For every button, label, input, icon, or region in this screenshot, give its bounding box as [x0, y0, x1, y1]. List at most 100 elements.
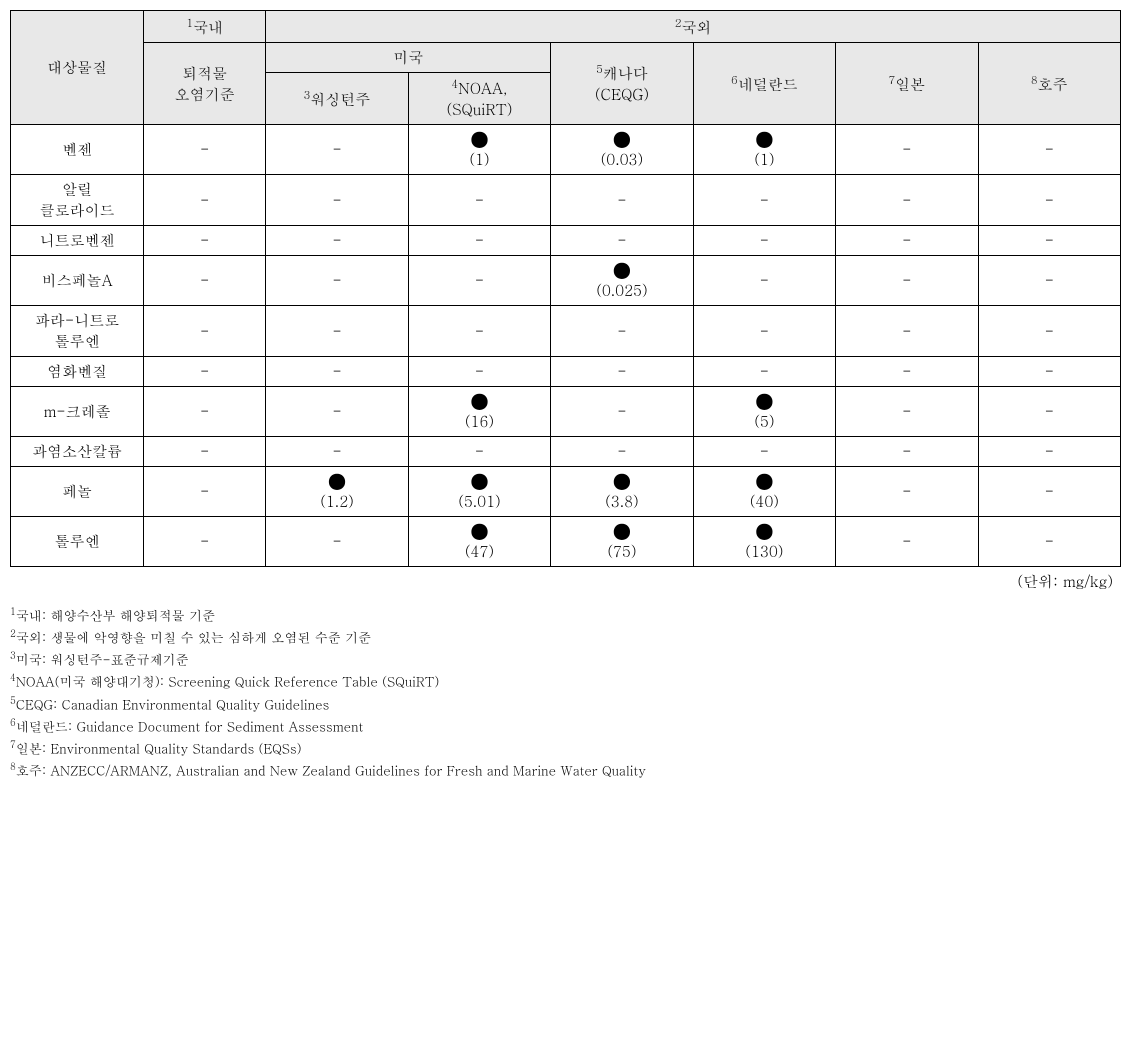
cell-value: (1.2) [268, 491, 405, 512]
table-row: 비스페놀A---●(0.025)--- [11, 256, 1121, 306]
table-cell: - [144, 306, 266, 357]
table-row: 과염소산칼륨------- [11, 437, 1121, 467]
table-cell: - [144, 226, 266, 256]
row-substance-name: 과염소산칼륨 [11, 437, 144, 467]
table-cell: - [551, 175, 693, 226]
sediment-standards-table: 대상물질 1국내 2국외 퇴적물 오염기준 미국 5캐나다 (CEQG) 6네덜… [10, 10, 1121, 567]
footnote-line: 7일본: Environmental Quality Standards (EQ… [10, 737, 1121, 759]
table-cell: - [551, 387, 693, 437]
header-japan: 7일본 [836, 43, 978, 125]
table-row: 톨루엔--●(47)●(75)●(130)-- [11, 517, 1121, 567]
presence-dot-icon: ● [411, 471, 548, 491]
footnote-text: 국내: 해양수산부 해양퇴적물 기준 [16, 605, 215, 624]
table-cell: - [266, 256, 408, 306]
table-cell: - [836, 357, 978, 387]
table-header: 대상물질 1국내 2국외 퇴적물 오염기준 미국 5캐나다 (CEQG) 6네덜… [11, 11, 1121, 125]
header-noaa-line2: (SQuiRT) [447, 99, 513, 120]
table-cell: - [408, 306, 550, 357]
table-cell: - [551, 306, 693, 357]
table-cell: - [836, 306, 978, 357]
table-cell: - [144, 125, 266, 175]
presence-dot-icon: ● [696, 129, 833, 149]
header-foreign: 2국외 [266, 11, 1121, 43]
footnote-line: 8호주: ANZECC/ARMANZ, Australian and New Z… [10, 759, 1121, 781]
table-body: 벤젠--●(1)●(0.03)●(1)--알릴클로라이드-------니트로벤젠… [11, 125, 1121, 567]
table-cell: - [978, 517, 1120, 567]
presence-dot-icon: ● [553, 471, 690, 491]
cell-value: (40) [696, 491, 833, 512]
table-cell: - [693, 175, 835, 226]
table-cell: - [836, 467, 978, 517]
header-noaa: 4NOAA, (SQuiRT) [408, 73, 550, 125]
table-cell: ●(3.8) [551, 467, 693, 517]
table-cell: - [836, 175, 978, 226]
table-cell: - [408, 226, 550, 256]
footnote-text: 네덜란드: Guidance Document for Sediment Ass… [16, 716, 363, 735]
table-cell: - [551, 357, 693, 387]
table-cell: - [144, 437, 266, 467]
footnote-line: 3미국: 워싱턴주-표준규제기준 [10, 648, 1121, 670]
cell-value: (1) [411, 149, 548, 170]
presence-dot-icon: ● [553, 521, 690, 541]
header-canada: 5캐나다 (CEQG) [551, 43, 693, 125]
table-cell: - [693, 357, 835, 387]
row-substance-name: 염화벤질 [11, 357, 144, 387]
table-cell: - [144, 467, 266, 517]
header-netherlands: 6네덜란드 [693, 43, 835, 125]
table-cell: ●(40) [693, 467, 835, 517]
presence-dot-icon: ● [553, 129, 690, 149]
table-cell: - [693, 256, 835, 306]
table-cell: - [978, 175, 1120, 226]
row-substance-name: 비스페놀A [11, 256, 144, 306]
footnote-line: 1국내: 해양수산부 해양퇴적물 기준 [10, 604, 1121, 626]
cell-value: (5) [696, 411, 833, 432]
table-cell: - [144, 256, 266, 306]
presence-dot-icon: ● [696, 391, 833, 411]
table-row: 페놀-●(1.2)●(5.01)●(3.8)●(40)-- [11, 467, 1121, 517]
table-cell: - [978, 306, 1120, 357]
table-cell: - [266, 175, 408, 226]
header-noaa-line1: NOAA, [458, 78, 507, 99]
header-domestic-sub-line2: 오염기준 [175, 84, 235, 105]
presence-dot-icon: ● [553, 260, 690, 280]
cell-value: (130) [696, 541, 833, 562]
footnote-text: 일본: Environmental Quality Standards (EQS… [16, 738, 302, 757]
table-cell: - [978, 256, 1120, 306]
table-cell: - [266, 125, 408, 175]
row-substance-name: 페놀 [11, 467, 144, 517]
table-cell: - [266, 437, 408, 467]
table-cell: - [836, 437, 978, 467]
table-cell: - [144, 517, 266, 567]
table-cell: - [144, 357, 266, 387]
presence-dot-icon: ● [411, 391, 548, 411]
row-substance-name: m-크레졸 [11, 387, 144, 437]
table-cell: - [144, 175, 266, 226]
table-cell: ●(5.01) [408, 467, 550, 517]
table-row: 염화벤질------- [11, 357, 1121, 387]
table-cell: ●(16) [408, 387, 550, 437]
table-row: 벤젠--●(1)●(0.03)●(1)-- [11, 125, 1121, 175]
table-cell: - [978, 226, 1120, 256]
table-cell: - [978, 125, 1120, 175]
table-cell: - [266, 226, 408, 256]
header-domestic: 1국내 [144, 11, 266, 43]
table-cell: ●(0.025) [551, 256, 693, 306]
table-row: 파라-니트로톨루엔------- [11, 306, 1121, 357]
table-cell: - [836, 256, 978, 306]
table-cell: ●(5) [693, 387, 835, 437]
header-washington: 3워싱턴주 [266, 73, 408, 125]
table-cell: - [978, 387, 1120, 437]
footnote-text: 국외: 생물에 악영향을 미칠 수 있는 심하게 오염된 수준 기준 [16, 627, 371, 646]
table-cell: - [836, 125, 978, 175]
cell-value: (3.8) [553, 491, 690, 512]
table-cell: ●(130) [693, 517, 835, 567]
table-cell: - [266, 517, 408, 567]
header-domestic-sub-line1: 퇴적물 [182, 63, 227, 84]
cell-value: (16) [411, 411, 548, 432]
table-cell: - [266, 357, 408, 387]
table-cell: - [408, 175, 550, 226]
presence-dot-icon: ● [411, 521, 548, 541]
table-row: 알릴클로라이드------- [11, 175, 1121, 226]
table-cell: ●(75) [551, 517, 693, 567]
cell-value: (75) [553, 541, 690, 562]
